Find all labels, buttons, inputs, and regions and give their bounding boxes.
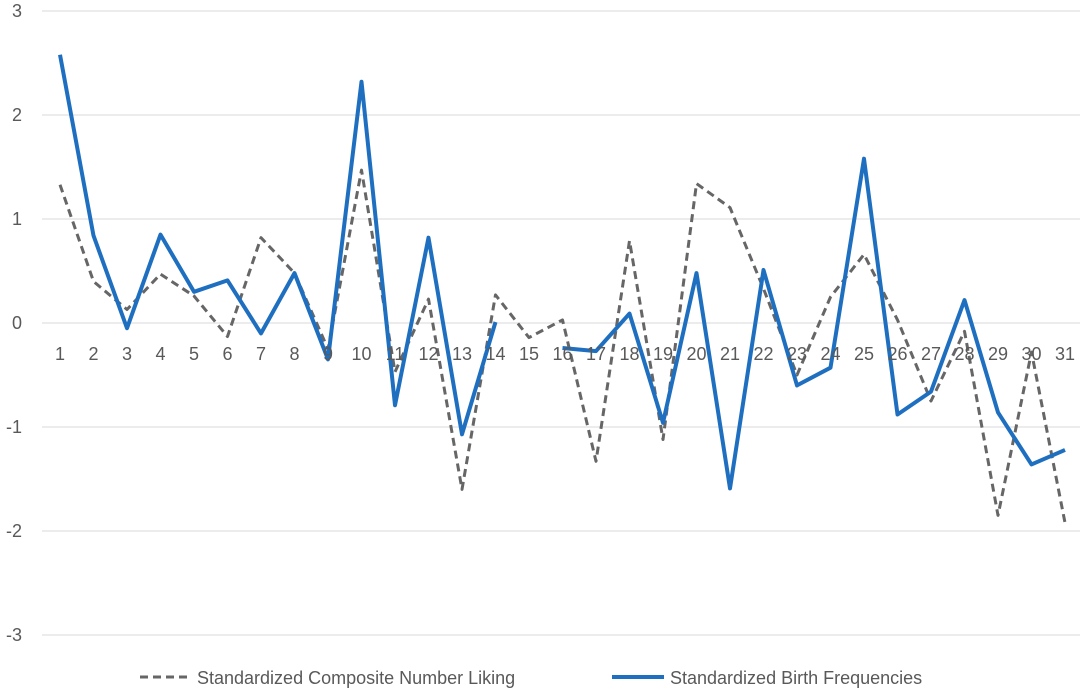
y-axis-ticks: 3 2 1 0 -1 -2 -3: [6, 1, 22, 645]
y-tick-label: -3: [6, 625, 22, 645]
x-tick-label: 28: [954, 344, 974, 364]
legend-label-composite-liking: Standardized Composite Number Liking: [197, 668, 515, 688]
x-tick-label: 10: [351, 344, 371, 364]
x-tick-label: 17: [586, 344, 606, 364]
series-lines: [58, 54, 1067, 523]
y-tick-label: -1: [6, 417, 22, 437]
x-tick-label: 4: [155, 344, 165, 364]
x-tick-label: 26: [887, 344, 907, 364]
x-axis-ticks: 1 2 3 4 5 6 7 8 9 10 11 12 13 14 15 16 17 18 19 20 21 22 23 24 2…: [55, 344, 1075, 364]
x-tick-label: 7: [256, 344, 266, 364]
x-tick-label: 23: [787, 344, 807, 364]
legend: Standardized Composite Number Liking Sta…: [140, 668, 922, 688]
x-tick-label: 22: [753, 344, 773, 364]
y-tick-label: -2: [6, 521, 22, 541]
x-tick-label: 14: [485, 344, 505, 364]
x-tick-label: 20: [686, 344, 706, 364]
x-tick-label: 18: [619, 344, 639, 364]
x-tick-label: 6: [222, 344, 232, 364]
series-birth-frequencies-line-segment-2: [562, 156, 1066, 491]
y-tick-label: 0: [12, 313, 22, 333]
x-tick-label: 29: [988, 344, 1008, 364]
x-tick-label: 13: [452, 344, 472, 364]
x-tick-label: 31: [1055, 344, 1075, 364]
x-tick-label: 11: [386, 344, 405, 364]
gridlines: [42, 10, 1080, 636]
legend-label-birth-frequencies: Standardized Birth Frequencies: [670, 668, 922, 688]
x-tick-label: 5: [189, 344, 199, 364]
series-birth-frequencies-line-segment-1: [58, 54, 498, 437]
x-tick-label: 24: [820, 344, 840, 364]
series-composite-liking-line: [58, 168, 1067, 523]
x-tick-label: 16: [552, 344, 572, 364]
y-tick-label: 1: [12, 209, 22, 229]
y-tick-label: 2: [12, 105, 22, 125]
x-tick-label: 19: [653, 344, 673, 364]
x-tick-label: 25: [854, 344, 874, 364]
y-tick-label: 3: [12, 1, 22, 21]
x-tick-label: 1: [55, 344, 65, 364]
x-tick-label: 2: [88, 344, 98, 364]
x-tick-label: 12: [418, 344, 438, 364]
x-tick-label: 15: [519, 344, 539, 364]
x-tick-label: 3: [122, 344, 132, 364]
x-tick-label: 8: [289, 344, 299, 364]
x-tick-label: 21: [720, 344, 740, 364]
x-tick-label: 27: [921, 344, 941, 364]
x-tick-label: 9: [323, 344, 333, 364]
x-tick-label: 30: [1021, 344, 1041, 364]
